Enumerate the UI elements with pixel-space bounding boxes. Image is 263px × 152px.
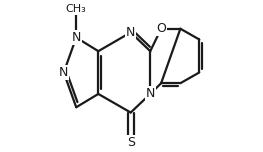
Text: N: N [72, 31, 81, 44]
Text: O: O [156, 22, 166, 35]
Text: N: N [59, 66, 68, 79]
Text: N: N [145, 87, 155, 100]
Text: CH₃: CH₃ [66, 4, 87, 14]
Text: S: S [127, 136, 135, 149]
Text: N: N [126, 26, 135, 39]
